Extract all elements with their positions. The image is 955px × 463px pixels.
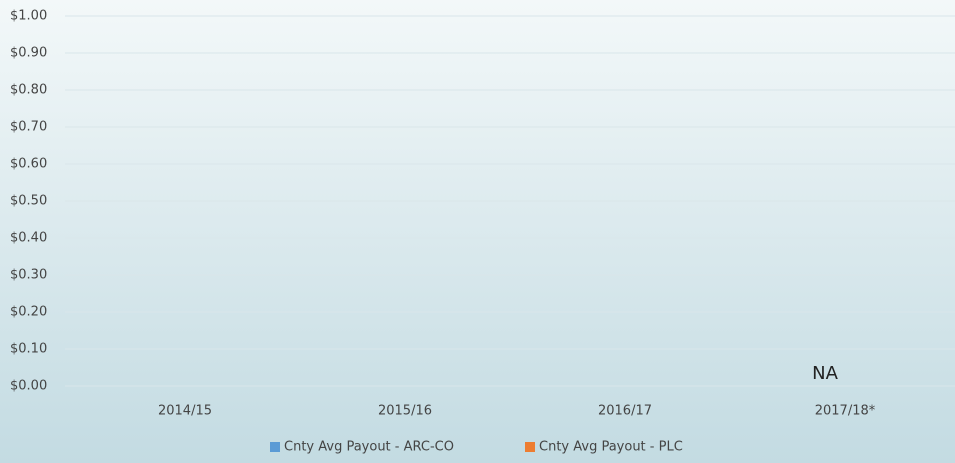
- y-tick-label: $0.10: [10, 342, 47, 357]
- annotation: NA: [812, 363, 838, 384]
- legend-swatch: [270, 442, 280, 452]
- x-tick-label: 2016/17: [598, 404, 652, 419]
- y-tick-label: $0.00: [10, 379, 47, 394]
- legend-label: Cnty Avg Payout - ARC-CO: [284, 440, 454, 455]
- y-tick-label: $0.40: [10, 231, 47, 246]
- y-tick-label: $1.00: [10, 9, 47, 24]
- y-tick-label: $0.80: [10, 83, 47, 98]
- y-tick-label: $0.60: [10, 157, 47, 172]
- y-tick-label: $0.30: [10, 268, 47, 283]
- y-tick-label: $0.90: [10, 46, 47, 61]
- x-tick-label: 2014/15: [158, 404, 212, 419]
- legend-label: Cnty Avg Payout - PLC: [539, 440, 683, 455]
- x-tick-label: 2017/18*: [815, 404, 876, 419]
- y-tick-label: $0.50: [10, 194, 47, 209]
- y-tick-label: $0.70: [10, 120, 47, 135]
- legend-swatch: [525, 442, 535, 452]
- x-tick-label: 2015/16: [378, 404, 432, 419]
- y-tick-label: $0.20: [10, 305, 47, 320]
